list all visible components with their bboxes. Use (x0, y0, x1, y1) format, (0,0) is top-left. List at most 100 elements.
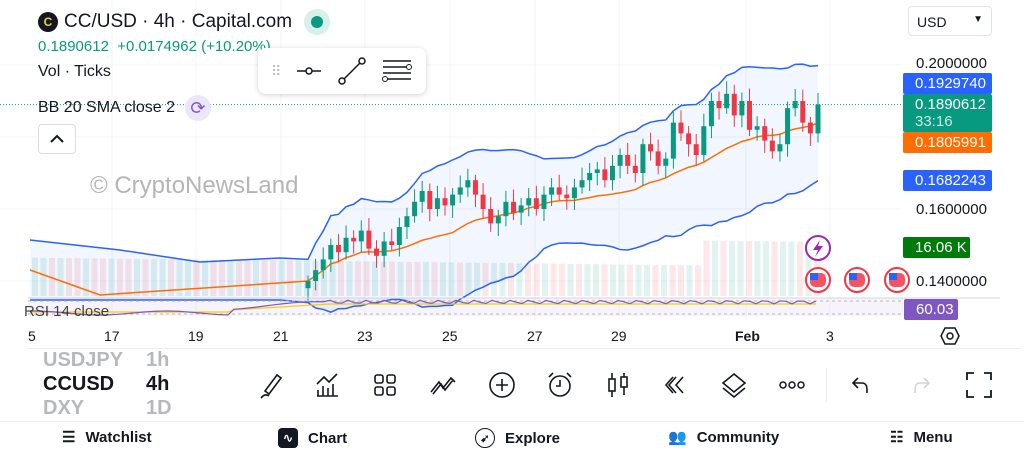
volume-bar (457, 262, 463, 296)
layers-icon[interactable] (719, 370, 749, 400)
compare-icon[interactable] (428, 370, 458, 400)
volume-bar (686, 265, 693, 296)
volume-bar (32, 257, 38, 296)
volume-legend[interactable]: Vol · Ticks (38, 63, 111, 80)
candle (503, 201, 509, 217)
bb-legend[interactable]: BB 20 SMA close 2 ⟳ (38, 95, 211, 121)
collapse-legend-button[interactable] (38, 124, 76, 154)
volume-bar (142, 258, 149, 296)
candle (655, 151, 661, 166)
community-icon: 👥 (668, 429, 687, 446)
volume-bar (440, 262, 446, 296)
draw-icon[interactable] (255, 370, 285, 400)
volume-bar (304, 260, 310, 296)
candle (564, 194, 570, 199)
volume-bar (185, 259, 191, 296)
more-icon[interactable] (777, 370, 807, 400)
volume-bar (618, 264, 625, 296)
divider (28, 348, 1020, 349)
nav-explore[interactable]: ➹ Explore (475, 428, 560, 448)
watchlist-icon: ☰ (62, 429, 76, 446)
price-chart[interactable] (0, 0, 1024, 350)
last-price-value: 0.1890612 (915, 96, 986, 113)
candle (617, 155, 623, 166)
indicators-icon[interactable] (312, 370, 342, 400)
currency-select[interactable]: USD ▼ (908, 6, 992, 36)
fib-lines-icon[interactable] (381, 57, 413, 85)
candle (533, 198, 539, 209)
volume-bar (474, 262, 480, 296)
rsi-tag: 60.03 (904, 299, 958, 320)
bb-label: BB 20 SMA close 2 (38, 99, 175, 116)
bb-fill (30, 64, 818, 313)
nav-watchlist[interactable]: ☰ Watchlist (62, 428, 152, 447)
nav-community[interactable]: 👥 Community (668, 428, 779, 447)
candle (815, 104, 821, 134)
watchlist-item-active[interactable]: CCUSD 4h (43, 373, 169, 395)
drag-handle-icon[interactable]: ⠿ (270, 62, 282, 79)
volume-bar (703, 240, 710, 296)
watchlist-item[interactable]: DXY 1D (43, 398, 172, 418)
volume-bar (635, 264, 642, 296)
volume-bar (491, 262, 497, 296)
candle (670, 122, 676, 159)
redo-icon[interactable] (906, 370, 936, 400)
lightning-glyph-icon (813, 240, 823, 257)
price-tick: 0.1600000 (916, 201, 987, 218)
candle (472, 180, 478, 195)
candle (556, 187, 562, 195)
undo-icon[interactable] (846, 370, 876, 400)
volume-bar (797, 241, 803, 296)
candle (632, 165, 638, 173)
volume-bar (100, 258, 106, 296)
quote-line: 0.1890612 +0.0174962 (+10.20%) (38, 38, 271, 55)
nav-chart[interactable]: ∿ Chart (278, 428, 347, 448)
candle (305, 281, 311, 289)
volume-bar (321, 260, 327, 296)
volume-bar (533, 263, 540, 296)
candle (374, 248, 380, 256)
nav-menu[interactable]: ☷ Menu (890, 428, 953, 447)
rsi-legend[interactable]: RSI 14 close (24, 303, 110, 320)
layout-grid-icon[interactable] (370, 370, 400, 400)
symbol-header[interactable]: C CC/USD · 4h · Capital.com (38, 9, 331, 35)
volume-bar (380, 261, 387, 296)
drawing-toolbar[interactable]: ⠿ (258, 48, 426, 94)
alert-clock-icon[interactable] (545, 370, 575, 400)
volume-bar (559, 263, 565, 296)
volume-bar (219, 259, 225, 296)
refresh-icon[interactable]: ⟳ (184, 95, 211, 121)
volume-bar (278, 260, 285, 296)
candle (800, 101, 806, 123)
candle (701, 126, 707, 155)
replay-icon[interactable] (661, 370, 691, 400)
watchlist-timeframe: 1h (146, 349, 170, 371)
last-price: 0.1890612 (38, 38, 109, 55)
watchlist-item[interactable]: USDJPY 1h (43, 350, 169, 370)
add-icon[interactable] (487, 370, 517, 400)
chart-settings-icon[interactable] (940, 326, 960, 346)
candle (412, 201, 418, 217)
candle (366, 230, 372, 249)
chevron-up-icon (50, 134, 64, 143)
volume-bar (363, 261, 370, 296)
price-tick: 0.1400000 (916, 273, 987, 290)
candle (526, 198, 532, 206)
volume-bar (423, 262, 429, 296)
trend-line-icon[interactable] (337, 56, 367, 86)
candle (769, 140, 775, 152)
coin-logo-icon: C (38, 12, 58, 32)
fullscreen-icon[interactable] (964, 370, 994, 400)
time-tick: 29 (611, 328, 627, 344)
candle (716, 101, 722, 109)
watchlist-symbol: CCUSD (43, 373, 115, 395)
volume-bar (695, 265, 701, 296)
candles-icon[interactable] (603, 370, 633, 400)
volume-bar (117, 258, 123, 296)
volume-bar (652, 264, 659, 296)
horizontal-line-icon[interactable] (295, 61, 323, 81)
volume-bar (771, 241, 778, 296)
volume-bar (66, 258, 72, 296)
candle (602, 169, 608, 181)
candle (541, 194, 547, 209)
